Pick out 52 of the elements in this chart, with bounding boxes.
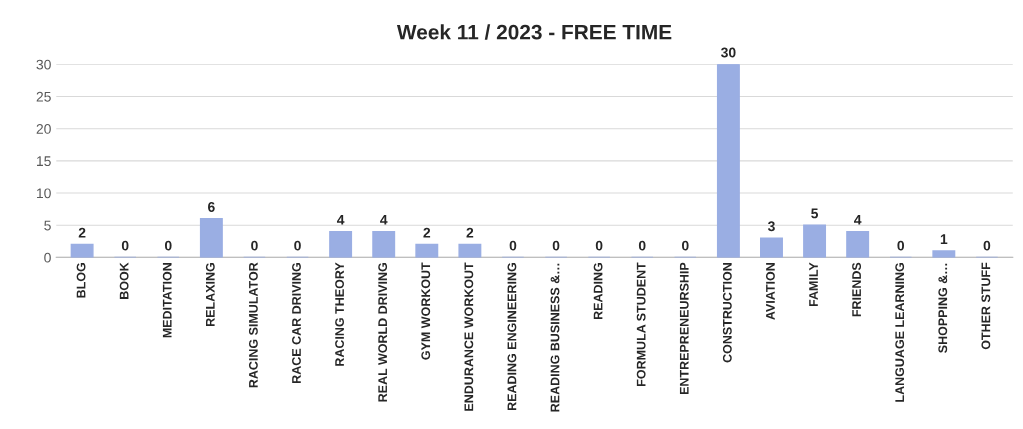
- data-label: 2: [78, 227, 86, 238]
- x-tick-label: BLOG: [76, 263, 86, 298]
- x-tick-label: CONSTRUCTION: [722, 263, 732, 363]
- data-label: 2: [466, 227, 474, 238]
- data-label: 3: [767, 221, 775, 232]
- data-label: 0: [509, 240, 517, 251]
- y-tick-label: 10: [37, 188, 51, 199]
- data-label: 0: [251, 240, 258, 251]
- x-tick-label: BOOK: [119, 262, 129, 299]
- x-tick-label: OTHER STUFF: [981, 262, 991, 350]
- data-label: 0: [595, 240, 603, 251]
- x-tick-label: MEDITATION: [162, 263, 172, 338]
- y-tick-label: 15: [37, 156, 51, 167]
- y-tick-label: 30: [36, 59, 51, 70]
- data-label: 0: [121, 240, 129, 251]
- y-tick-label: 25: [36, 91, 51, 102]
- data-label: 0: [294, 240, 301, 251]
- x-tick-label: LANGUAGE LEARNING: [895, 263, 905, 402]
- x-tick-label: FAMILY: [809, 262, 818, 307]
- data-label: 0: [164, 240, 172, 251]
- chart-title: Week 11 / 2023 - FREE TIME: [396, 24, 672, 40]
- x-tick-label: REAL WORLD DRIVING: [378, 263, 388, 402]
- data-label: 6: [208, 202, 215, 212]
- data-label: 1: [940, 234, 948, 244]
- data-label: 2: [423, 227, 431, 238]
- x-tick-label: RACING SIMULATOR: [248, 262, 258, 388]
- x-tick-label: FRIENDS: [852, 262, 862, 317]
- data-label: 4: [336, 215, 345, 225]
- x-tick-label: ENTREPRENEURSHIP: [679, 262, 689, 395]
- data-label: 4: [854, 215, 862, 225]
- data-label: 0: [897, 240, 905, 251]
- x-tick-label: READING: [593, 263, 603, 320]
- y-tick-label: 20: [36, 124, 51, 134]
- x-tick-label: RACING THEORY: [335, 262, 344, 366]
- y-tick-label: 0: [44, 252, 51, 263]
- data-label: 0: [983, 240, 991, 251]
- x-tick-label: SHOPPING &…: [938, 263, 948, 353]
- data-label: 0: [552, 240, 560, 251]
- data-label: 0: [638, 240, 646, 251]
- data-label: 5: [811, 208, 819, 219]
- data-label: 4: [380, 215, 388, 225]
- x-tick-label: AVIATION: [765, 263, 775, 320]
- x-tick-label: FORMULA STUDENT: [636, 262, 646, 386]
- data-label: 0: [682, 240, 689, 251]
- x-tick-label: RELAXING: [205, 263, 215, 327]
- data-label: 30: [721, 47, 736, 58]
- x-tick-label: ENDURANCE WORKOUT: [464, 262, 474, 411]
- y-tick-label: 5: [44, 220, 51, 231]
- x-tick-label: READING ENGINEERING: [507, 263, 517, 411]
- x-tick-label: RACE CAR DRIVING: [292, 263, 301, 383]
- x-tick-label: GYM WORKOUT: [421, 262, 431, 360]
- x-tick-label: READING BUSINESS &…: [550, 263, 560, 412]
